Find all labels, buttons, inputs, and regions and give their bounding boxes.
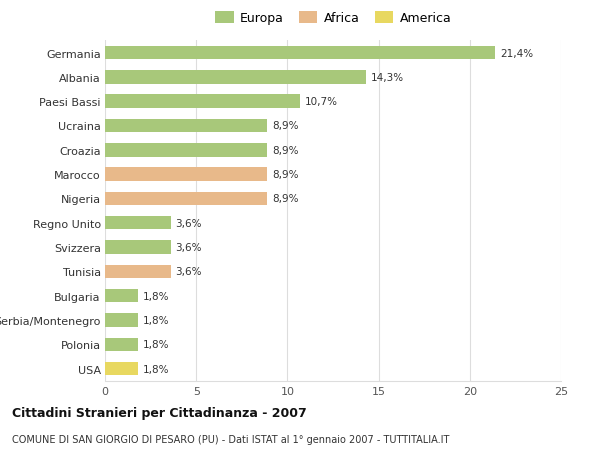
Text: 21,4%: 21,4% — [500, 49, 533, 58]
Legend: Europa, Africa, America: Europa, Africa, America — [211, 8, 455, 29]
Bar — [105, 289, 138, 303]
Text: 14,3%: 14,3% — [370, 73, 404, 83]
Text: COMUNE DI SAN GIORGIO DI PESARO (PU) - Dati ISTAT al 1° gennaio 2007 - TUTTITALI: COMUNE DI SAN GIORGIO DI PESARO (PU) - D… — [12, 434, 449, 444]
Text: 1,8%: 1,8% — [142, 364, 169, 374]
Text: 10,7%: 10,7% — [305, 97, 338, 107]
Text: 3,6%: 3,6% — [175, 218, 202, 228]
Text: Cittadini Stranieri per Cittadinanza - 2007: Cittadini Stranieri per Cittadinanza - 2… — [12, 406, 307, 419]
Bar — [105, 95, 300, 109]
Text: 1,8%: 1,8% — [142, 340, 169, 350]
Bar — [105, 241, 170, 254]
Bar — [105, 71, 366, 84]
Bar — [105, 362, 138, 375]
Text: 1,8%: 1,8% — [142, 315, 169, 325]
Bar — [105, 119, 268, 133]
Bar — [105, 144, 268, 157]
Text: 8,9%: 8,9% — [272, 194, 298, 204]
Bar — [105, 265, 170, 279]
Text: 3,6%: 3,6% — [175, 242, 202, 252]
Bar — [105, 192, 268, 206]
Text: 1,8%: 1,8% — [142, 291, 169, 301]
Bar — [105, 313, 138, 327]
Bar — [105, 217, 170, 230]
Text: 8,9%: 8,9% — [272, 121, 298, 131]
Bar — [105, 338, 138, 351]
Text: 8,9%: 8,9% — [272, 146, 298, 156]
Bar — [105, 47, 496, 60]
Text: 8,9%: 8,9% — [272, 170, 298, 180]
Text: 3,6%: 3,6% — [175, 267, 202, 277]
Bar — [105, 168, 268, 181]
